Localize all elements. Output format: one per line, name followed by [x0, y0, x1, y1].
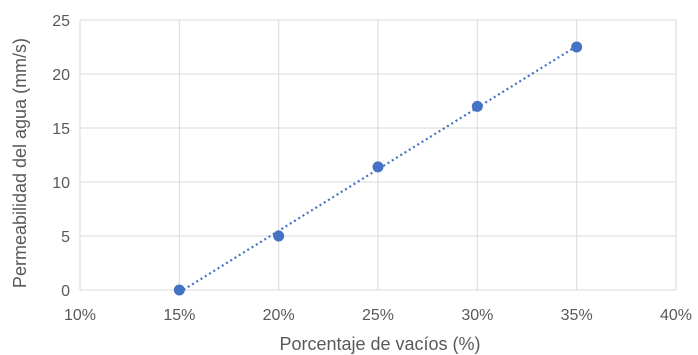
x-tick-labels: 10% 15% 20% 25% 30% 35% 40%	[64, 307, 692, 324]
x-tick-label: 40%	[660, 307, 692, 324]
data-point	[273, 230, 285, 242]
data-point	[372, 161, 384, 173]
y-tick-label: 20	[52, 67, 70, 84]
x-axis-title: Porcentaje de vacíos (%)	[279, 334, 480, 354]
data-point	[571, 41, 583, 53]
data-point	[173, 284, 185, 296]
y-tick-label: 15	[52, 121, 70, 138]
x-tick-label: 10%	[64, 307, 96, 324]
y-tick-label: 10	[52, 175, 70, 192]
grid	[79, 19, 677, 291]
y-tick-label: 25	[52, 13, 70, 30]
x-tick-label: 25%	[362, 307, 394, 324]
data-points	[173, 41, 583, 296]
y-tick-label: 0	[61, 283, 70, 300]
data-point	[471, 100, 483, 112]
x-tick-label: 35%	[561, 307, 593, 324]
y-tick-labels: 0 5 10 15 20 25	[52, 13, 70, 300]
y-axis-title: Permeabilidad del agua (mm/s)	[10, 38, 30, 288]
x-tick-label: 30%	[461, 307, 493, 324]
x-tick-label: 15%	[163, 307, 195, 324]
x-tick-label: 20%	[263, 307, 295, 324]
y-tick-label: 5	[61, 229, 70, 246]
